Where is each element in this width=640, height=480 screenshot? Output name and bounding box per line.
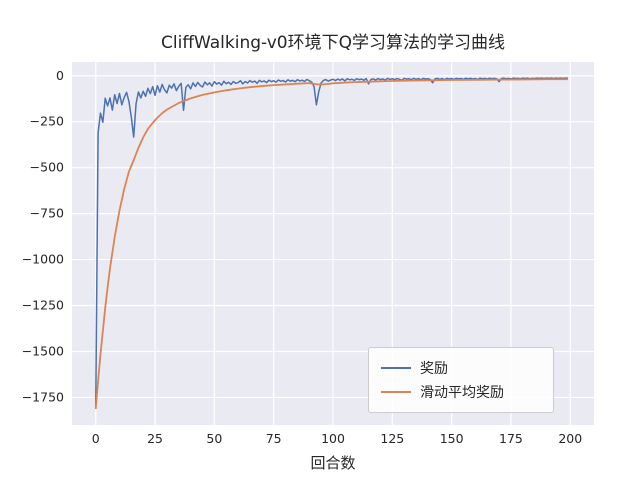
x-tick-label: 150 [440,431,464,446]
x-tick-label: 175 [499,431,523,446]
y-tick-label: −1250 [22,298,64,313]
y-tick-label: −750 [30,206,64,221]
legend: 奖励 滑动平均奖励 [368,347,554,413]
x-axis-label: 回合数 [310,454,356,472]
y-tick-label: 0 [56,68,64,83]
y-tick-label: −250 [30,114,64,129]
y-tick-label: −500 [30,160,64,175]
x-tick-label: 25 [147,431,163,446]
legend-label-moving-average: 滑动平均奖励 [420,385,504,401]
x-tick-label: 0 [92,431,100,446]
x-tick-label: 125 [380,431,404,446]
x-tick-label: 75 [266,431,282,446]
series-line-0 [94,77,568,409]
y-tick-label: −1750 [22,389,64,404]
y-tick-label: −1000 [22,252,64,267]
x-tick-label: 100 [321,431,345,446]
legend-label-reward: 奖励 [420,361,448,377]
x-tick-label: 50 [206,431,222,446]
legend-item-moving-average: 滑动平均奖励 [381,380,541,404]
legend-line-sample-moving-average [381,391,411,393]
chart-title: CliffWalking-v0环境下Q学习算法的学习曲线 [161,33,505,53]
legend-item-reward: 奖励 [381,356,541,380]
legend-line-sample-reward [381,367,411,369]
x-tick-label: 200 [558,431,582,446]
series-line-1 [94,78,568,409]
y-tick-label: −1500 [22,343,64,358]
